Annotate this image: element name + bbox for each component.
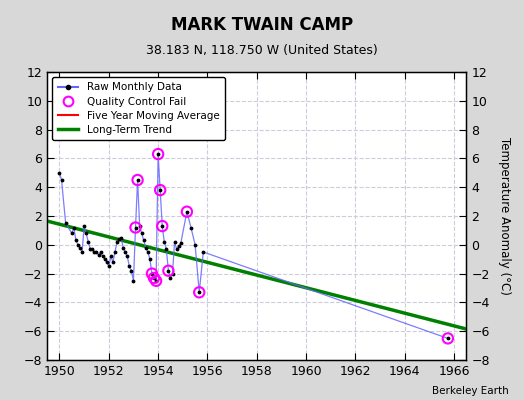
Point xyxy=(132,224,140,231)
Point xyxy=(148,270,156,277)
Point xyxy=(152,278,160,284)
Y-axis label: Temperature Anomaly (°C): Temperature Anomaly (°C) xyxy=(498,137,510,295)
Point xyxy=(444,335,452,342)
Point xyxy=(164,268,172,274)
Text: Berkeley Earth: Berkeley Earth xyxy=(432,386,508,396)
Text: MARK TWAIN CAMP: MARK TWAIN CAMP xyxy=(171,16,353,34)
Point xyxy=(134,177,142,183)
Text: 38.183 N, 118.750 W (United States): 38.183 N, 118.750 W (United States) xyxy=(146,44,378,57)
Legend: Raw Monthly Data, Quality Control Fail, Five Year Moving Average, Long-Term Tren: Raw Monthly Data, Quality Control Fail, … xyxy=(52,77,225,140)
Point xyxy=(154,151,162,157)
Point xyxy=(195,289,203,296)
Point xyxy=(183,208,191,215)
Point xyxy=(158,223,167,229)
Point xyxy=(156,187,165,193)
Point xyxy=(150,275,158,281)
